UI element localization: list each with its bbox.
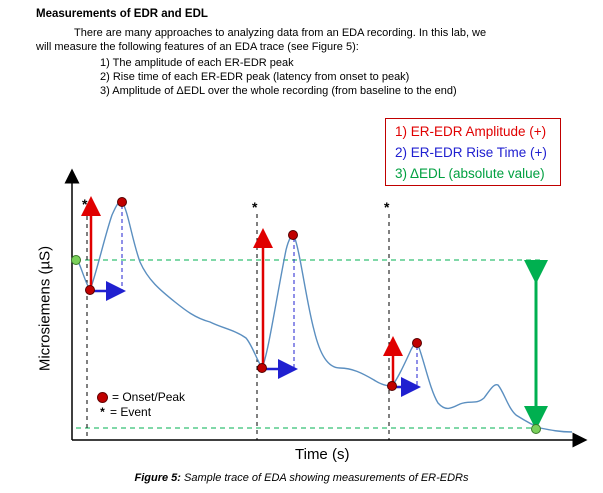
section-heading: Measurements of EDR and EDL — [36, 8, 208, 20]
inner-legend: = Onset/Peak * = Event — [97, 390, 185, 420]
inner-legend-row-event: * = Event — [97, 405, 185, 420]
edl-end-dot — [531, 424, 541, 434]
inner-legend-event-text: = Event — [110, 405, 152, 419]
onset-peak-dot-icon — [97, 392, 108, 403]
event-star-1: * — [82, 196, 88, 212]
event-star-2: * — [252, 199, 258, 215]
peak-dot-2 — [288, 230, 298, 240]
inner-legend-onset-text: = Onset/Peak — [112, 390, 186, 404]
legend-edl: 3) ΔEDL (absolute value) — [395, 166, 545, 181]
onset-dot-1 — [85, 285, 95, 295]
intro-line-1: There are many approaches to analyzing d… — [74, 27, 487, 39]
y-axis-label: Microsiemens (µS) — [36, 245, 54, 372]
list-item: 3) Amplitude of ΔEDL over the whole reco… — [100, 85, 457, 97]
list-item: 1) The amplitude of each ER-EDR peak — [100, 57, 294, 69]
edl-start-dot — [71, 255, 81, 265]
inner-legend-row-onset: = Onset/Peak — [97, 390, 185, 405]
legend-rise-time: 2) ER-EDR Rise Time (+) — [395, 145, 547, 160]
figure-caption: Figure 5: Sample trace of EDA showing me… — [0, 472, 603, 484]
event-star-icon: * — [100, 405, 105, 419]
caption-label: Figure 5: — [134, 472, 181, 484]
peak-dot-3 — [412, 338, 422, 348]
onset-dot-3 — [387, 381, 397, 391]
measurement-legend: 1) ER-EDR Amplitude (+) 2) ER-EDR Rise T… — [385, 118, 561, 186]
measurement-list: 1) The amplitude of each ER-EDR peak 2) … — [100, 56, 457, 98]
legend-amplitude: 1) ER-EDR Amplitude (+) — [395, 124, 547, 139]
eda-trace — [75, 200, 573, 433]
list-item: 2) Rise time of each ER-EDR peak (latenc… — [100, 71, 410, 83]
intro-line-2: will measure the following features of a… — [36, 41, 359, 53]
intro-paragraph: There are many approaches to analyzing d… — [36, 26, 576, 54]
x-axis-label: Time (s) — [295, 446, 350, 463]
peak-dot-1 — [117, 197, 127, 207]
event-star-3: * — [384, 199, 390, 215]
caption-text: Sample trace of EDA showing measurements… — [180, 472, 469, 484]
onset-dot-2 — [257, 363, 267, 373]
eda-figure: * * * — [64, 168, 588, 448]
